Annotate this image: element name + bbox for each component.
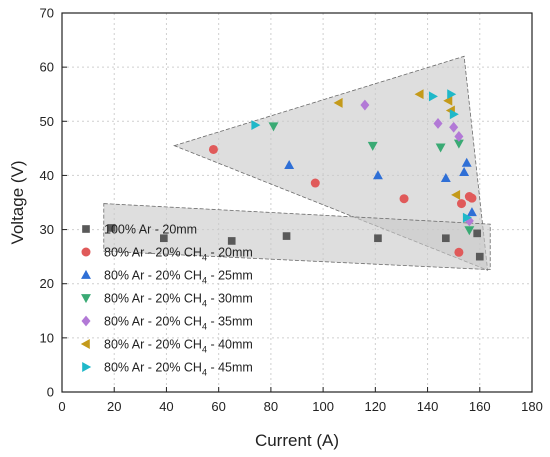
- data-point: [443, 95, 453, 106]
- y-tick-label: 40: [40, 168, 54, 183]
- data-point: [268, 122, 279, 132]
- data-point: [310, 178, 320, 188]
- x-tick-label: 20: [107, 399, 121, 414]
- legend: 100% Ar - 20mm 80% Ar - 20% CH4 - 20mm 80%…: [80, 223, 253, 378]
- data-point: [251, 120, 261, 131]
- data-point: [453, 139, 464, 149]
- data-point: [462, 212, 472, 223]
- data-series: [107, 89, 484, 261]
- data-point: [399, 194, 409, 204]
- y-axis-title: Voltage (V): [8, 160, 27, 244]
- y-tick-label: 60: [40, 60, 54, 75]
- legend-label: 100% Ar - 20mm: [104, 223, 197, 237]
- data-point: [459, 167, 470, 177]
- legend-marker: [81, 315, 91, 327]
- data-point: [208, 144, 218, 154]
- legend-item-7: 80% Ar - 20% CH4 - 45mm: [82, 361, 253, 378]
- data-point: [227, 237, 236, 245]
- data-point: [440, 172, 451, 182]
- legend-item-5: 80% Ar - 20% CH4 - 35mm: [81, 315, 253, 332]
- legend-item-2: 80% Ar - 20% CH4 - 20mm: [81, 246, 253, 263]
- legend-label: 80% Ar - 20% CH4 - 40mm: [104, 338, 253, 355]
- data-point: [284, 159, 295, 169]
- y-tick-label: 50: [40, 114, 54, 129]
- series-3: [284, 157, 477, 217]
- x-tick-label: 160: [469, 399, 491, 414]
- shaded-regions: [103, 55, 491, 271]
- y-tick-label: 30: [40, 222, 54, 237]
- data-point: [473, 229, 481, 238]
- y-tick-label: 20: [40, 276, 54, 291]
- legend-item-1: 100% Ar - 20mm: [82, 223, 197, 237]
- axis-ticks: 0 20 40 60 80 100 120 140 160 180 0 10 20 30 40 50 60 70: [40, 6, 543, 415]
- data-point: [454, 131, 464, 142]
- data-point: [451, 189, 461, 200]
- legend-marker: [82, 225, 90, 233]
- series-1: [107, 224, 484, 261]
- x-tick-label: 80: [264, 399, 278, 414]
- plot-frame: [61, 12, 533, 393]
- data-point: [374, 234, 382, 243]
- x-axis-title: Current (A): [255, 431, 339, 450]
- data-point: [367, 141, 378, 151]
- data-point: [464, 226, 475, 236]
- legend-marker: [81, 294, 91, 304]
- legend-marker: [82, 362, 92, 372]
- y-tick-label: 0: [47, 385, 54, 400]
- x-tick-label: 40: [159, 399, 173, 414]
- x-tick-label: 60: [211, 399, 225, 414]
- data-point: [447, 89, 457, 100]
- plot-area-border: [61, 12, 533, 393]
- series-2: [208, 144, 477, 257]
- shaded-region-2: [103, 203, 491, 271]
- data-point: [435, 143, 446, 153]
- legend-label: 80% Ar - 20% CH4 - 20mm: [104, 246, 253, 263]
- data-point: [475, 252, 484, 261]
- x-tick-label: 0: [58, 399, 65, 414]
- data-point: [360, 99, 370, 111]
- data-point: [160, 234, 168, 243]
- data-point: [461, 157, 472, 167]
- data-point: [466, 207, 477, 217]
- legend-label: 80% Ar - 20% CH4 - 35mm: [104, 315, 253, 332]
- x-tick-label: 100: [312, 399, 334, 414]
- legend-label: 80% Ar - 20% CH4 - 25mm: [104, 269, 253, 286]
- shaded-region-1: [173, 55, 489, 271]
- y-tick-label: 10: [40, 330, 54, 345]
- legend-marker: [81, 247, 91, 257]
- x-tick-label: 140: [417, 399, 439, 414]
- data-point: [449, 121, 459, 133]
- legend-marker: [80, 339, 90, 349]
- x-tick-label: 180: [521, 399, 543, 414]
- data-point: [372, 170, 383, 180]
- data-point: [433, 118, 443, 129]
- data-point: [414, 89, 424, 100]
- legend-item-4: 80% Ar - 20% CH4 - 30mm: [81, 292, 253, 309]
- legend-label: 80% Ar - 20% CH4 - 45mm: [104, 361, 253, 378]
- data-point: [107, 224, 116, 232]
- data-point: [457, 199, 466, 209]
- series-7: [251, 89, 472, 223]
- data-point: [428, 91, 438, 102]
- x-tick-label: 120: [364, 399, 386, 414]
- data-point: [282, 232, 291, 240]
- legend-item-3: 80% Ar - 20% CH4 - 25mm: [81, 269, 253, 286]
- legend-marker: [81, 269, 91, 279]
- data-point: [333, 97, 343, 108]
- data-point: [442, 234, 450, 243]
- legend-label: 80% Ar - 20% CH4 - 30mm: [104, 292, 253, 309]
- series-4: [268, 122, 475, 236]
- data-point: [454, 247, 464, 257]
- data-point: [467, 193, 477, 203]
- legend-item-6: 80% Ar - 20% CH4 - 40mm: [80, 338, 253, 355]
- data-point: [449, 109, 459, 120]
- y-tick-label: 70: [40, 6, 54, 21]
